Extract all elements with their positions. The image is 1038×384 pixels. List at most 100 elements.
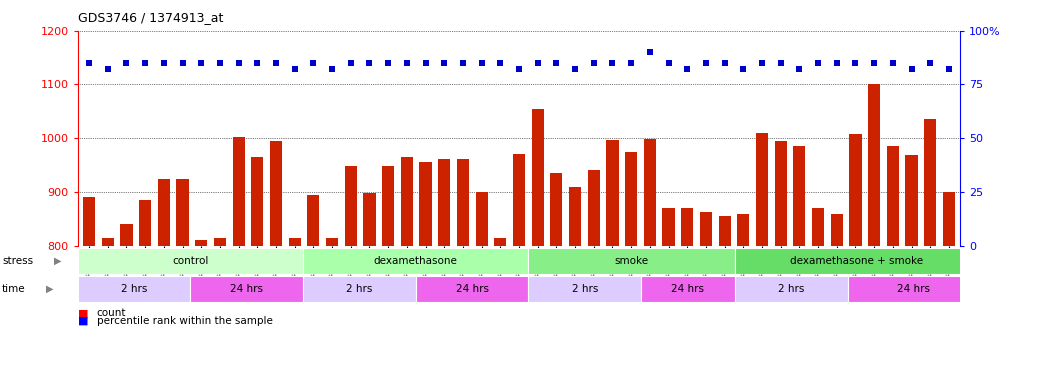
Point	[361, 60, 378, 66]
Bar	[401, 157, 413, 246]
Point	[268, 60, 284, 66]
Point	[884, 60, 901, 66]
Bar	[662, 208, 675, 246]
Bar	[139, 200, 152, 246]
Text: percentile rank within the sample: percentile rank within the sample	[97, 316, 272, 326]
Text: ■: ■	[78, 316, 88, 326]
Text: count: count	[97, 308, 126, 318]
Point	[212, 60, 228, 66]
Bar	[475, 192, 488, 246]
Point	[137, 60, 154, 66]
Bar	[735, 248, 979, 274]
Point	[772, 60, 789, 66]
Point	[343, 60, 359, 66]
Point	[511, 66, 527, 73]
Bar	[307, 195, 320, 246]
Bar	[326, 238, 338, 246]
Bar	[303, 248, 528, 274]
Text: ▶: ▶	[46, 284, 53, 294]
Text: 24 hrs: 24 hrs	[672, 284, 705, 294]
Point	[324, 66, 340, 73]
Bar	[457, 159, 469, 246]
Point	[641, 49, 658, 55]
Point	[604, 60, 621, 66]
Point	[623, 60, 639, 66]
Point	[174, 60, 191, 66]
Bar	[718, 216, 731, 246]
Point	[679, 66, 695, 73]
Point	[567, 66, 583, 73]
Point	[866, 60, 882, 66]
Bar	[550, 173, 563, 246]
Text: 2 hrs: 2 hrs	[778, 284, 804, 294]
Bar	[528, 248, 735, 274]
Bar	[943, 192, 955, 246]
Point	[81, 60, 98, 66]
Point	[473, 60, 490, 66]
Point	[548, 60, 565, 66]
Bar	[681, 208, 693, 246]
Bar	[737, 214, 749, 246]
Point	[399, 60, 415, 66]
Point	[791, 66, 808, 73]
Point	[922, 60, 938, 66]
Text: 24 hrs: 24 hrs	[230, 284, 264, 294]
Bar	[176, 179, 189, 246]
Point	[940, 66, 957, 73]
Point	[585, 60, 602, 66]
Point	[847, 60, 864, 66]
Point	[735, 66, 752, 73]
Bar	[868, 84, 880, 246]
Text: ■: ■	[78, 308, 88, 318]
Bar	[233, 137, 245, 246]
Text: ▶: ▶	[54, 256, 61, 266]
Bar	[416, 276, 528, 302]
Bar	[588, 170, 600, 246]
Bar	[774, 141, 787, 246]
Bar	[289, 238, 301, 246]
Point	[660, 60, 677, 66]
Bar	[625, 152, 637, 246]
Bar	[531, 109, 544, 246]
Text: dexamethasone: dexamethasone	[374, 256, 458, 266]
Text: control: control	[172, 256, 209, 266]
Text: dexamethasone + smoke: dexamethasone + smoke	[790, 256, 924, 266]
Bar	[363, 193, 376, 246]
Bar	[644, 139, 656, 246]
Bar	[569, 187, 581, 246]
Point	[286, 66, 303, 73]
Bar	[191, 276, 303, 302]
Bar	[78, 276, 191, 302]
Bar	[494, 238, 507, 246]
Bar	[120, 224, 133, 246]
Bar	[812, 208, 824, 246]
Bar	[419, 162, 432, 246]
Bar	[793, 146, 805, 246]
Point	[828, 60, 845, 66]
Bar	[102, 238, 114, 246]
Bar	[270, 141, 282, 246]
Text: 2 hrs: 2 hrs	[347, 284, 373, 294]
Point	[810, 60, 826, 66]
Point	[380, 60, 397, 66]
Bar	[83, 197, 95, 246]
Bar	[735, 276, 847, 302]
Point	[716, 60, 733, 66]
Bar	[214, 238, 226, 246]
Point	[417, 60, 434, 66]
Bar	[641, 276, 735, 302]
Bar	[345, 166, 357, 246]
Point	[193, 60, 210, 66]
Point	[156, 60, 172, 66]
Text: 2 hrs: 2 hrs	[572, 284, 598, 294]
Bar	[382, 166, 394, 246]
Text: time: time	[2, 284, 26, 294]
Point	[436, 60, 453, 66]
Point	[754, 60, 770, 66]
Text: smoke: smoke	[614, 256, 649, 266]
Bar	[905, 156, 918, 246]
Bar	[251, 157, 264, 246]
Bar	[528, 276, 641, 302]
Point	[305, 60, 322, 66]
Text: 24 hrs: 24 hrs	[456, 284, 489, 294]
